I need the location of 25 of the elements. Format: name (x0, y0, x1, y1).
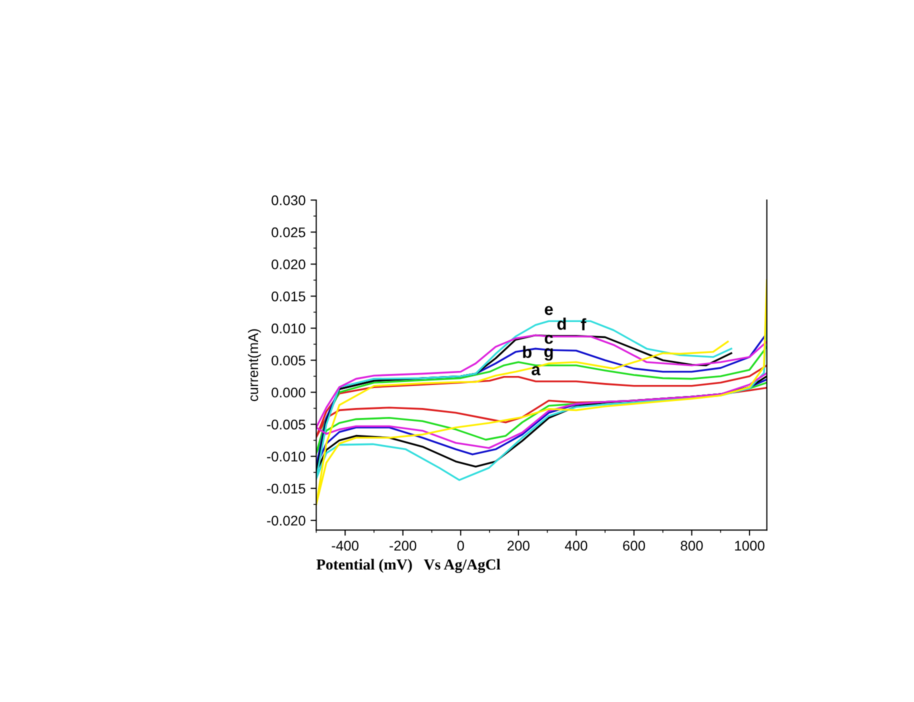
x-tick-label: -400 (332, 540, 358, 551)
y-tick-label: -0.005 (267, 420, 306, 430)
annotation: c (544, 334, 553, 344)
y-tick-label: 0.010 (272, 324, 306, 334)
y-axis-title: current(mA) (248, 329, 261, 402)
annotation: g (544, 348, 553, 361)
annotation: a (532, 366, 541, 376)
y-tick-label: 0.005 (272, 356, 306, 366)
x-tick-label: 1000 (735, 540, 764, 551)
y-tick-label: -0.020 (267, 516, 306, 526)
y-tick-label: 0.025 (272, 227, 306, 238)
x-tick-label: 200 (508, 540, 530, 551)
x-tick-label: 0 (457, 540, 464, 551)
annotation: e (544, 306, 553, 316)
x-tick-label: 800 (680, 540, 703, 551)
x-tick-label: 400 (564, 540, 588, 551)
y-tick-label: -0.010 (267, 452, 306, 462)
y-tick-label: 0.020 (272, 259, 306, 270)
y-tick-label: -0.015 (267, 484, 306, 494)
x-axis-title: Potential (mV) Vs Ag/AgCl (316, 558, 500, 573)
y-tick-label: 0.000 (272, 388, 306, 398)
x-tick-label: -200 (390, 540, 416, 551)
y-tick-label: 0.015 (272, 292, 306, 302)
y-tick-label: 0.030 (272, 195, 306, 206)
x-tick-label: 600 (623, 540, 646, 551)
